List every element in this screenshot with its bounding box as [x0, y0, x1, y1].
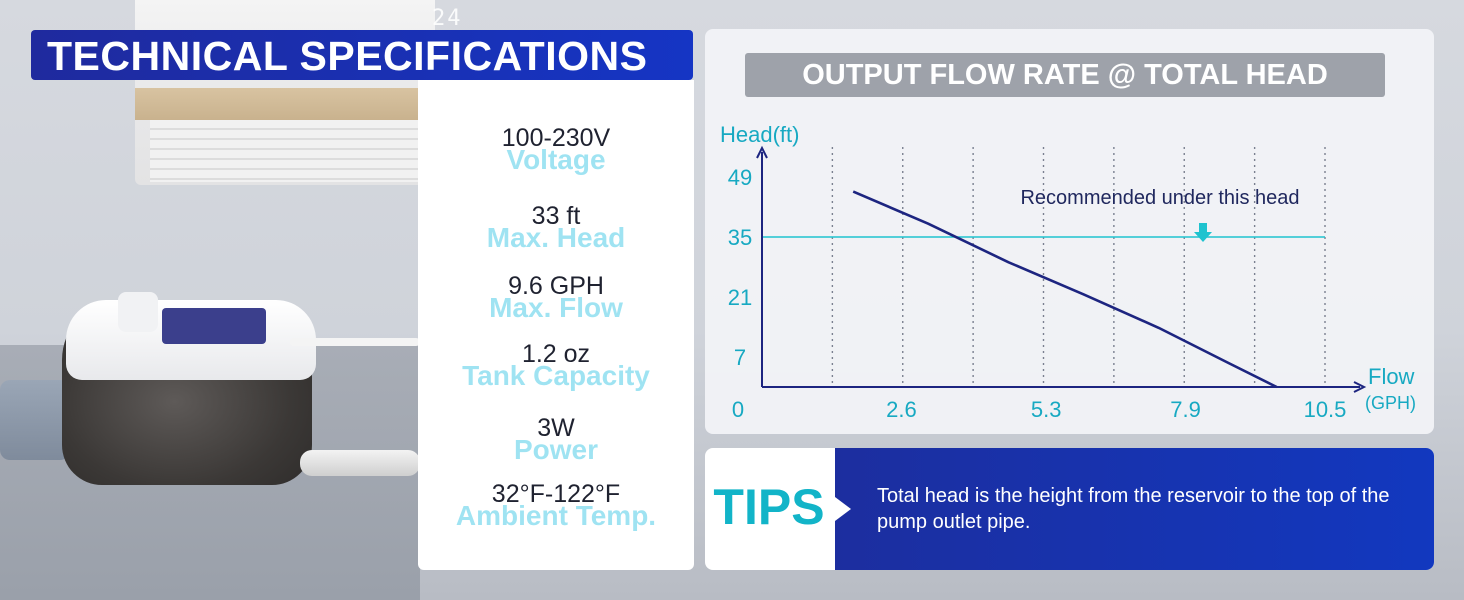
- y-tick-label: 35: [728, 225, 752, 250]
- pump-power-cord: [290, 338, 420, 346]
- tips-text-panel: [835, 448, 1434, 570]
- y-tick-label: 7: [734, 345, 746, 370]
- x-tick-label: 5.3: [1031, 397, 1062, 422]
- spec-value: 9.6 GPH: [508, 272, 604, 300]
- x-axis-label: Flow: [1368, 364, 1415, 389]
- y-tick-label: 21: [728, 285, 752, 310]
- y-axis-arrow-icon: [756, 145, 768, 159]
- spec-label: Max. Head: [486, 222, 626, 253]
- spec-row-max-head: Max. Head 33 ft: [418, 202, 694, 262]
- pump-cap-image: [118, 292, 158, 332]
- down-arrow-icon: [1194, 223, 1212, 242]
- spec-label: Tank Capacity: [462, 360, 650, 391]
- pump-caution-sticker: [162, 308, 266, 344]
- spec-value: 100-230V: [501, 124, 611, 152]
- spec-row-power: Power 3W: [418, 414, 694, 474]
- x-axis-unit: (GPH): [1365, 393, 1416, 413]
- tips-pointer-icon: [835, 497, 851, 521]
- spec-value: 3W: [537, 414, 575, 442]
- x-tick-label: 10.5: [1304, 397, 1347, 422]
- series-line: [852, 190, 1278, 389]
- x-tick-label: 7.9: [1170, 397, 1201, 422]
- air-conditioner-display: 24: [432, 6, 463, 31]
- y-tick-label: 49: [728, 165, 752, 190]
- spec-label: Voltage: [506, 144, 606, 175]
- y-axis-label: Head(ft): [720, 122, 799, 147]
- x-axis-arrow-icon: [1353, 381, 1367, 393]
- spec-row-max-flow: Max. Flow 9.6 GPH: [418, 272, 694, 332]
- spec-header-banner: TECHNICAL SPECIFICATIONS: [31, 30, 693, 80]
- spec-row-tank-capacity: Tank Capacity 1.2 oz: [418, 340, 694, 400]
- air-conditioner-vent: [150, 120, 420, 182]
- x-tick-label: 2.6: [886, 397, 917, 422]
- spec-label: Max. Flow: [489, 292, 623, 323]
- pump-inlet-hose: [0, 380, 70, 460]
- pump-outlet-tube: [300, 450, 420, 476]
- tips-heading: TIPS: [713, 479, 825, 535]
- spec-value: 32°F-122°F: [491, 480, 621, 508]
- spec-value: 33 ft: [531, 202, 581, 230]
- air-conditioner-trim: [135, 88, 435, 120]
- x-tick-label: 0: [732, 397, 744, 422]
- tips-text: Total head is the height from the reserv…: [877, 485, 1390, 533]
- spec-label: Power: [513, 434, 599, 465]
- spec-row-ambient-temp: Ambient Temp. 32°F-122°F: [418, 480, 694, 540]
- flow-rate-chart: Recommended under this head Head(ft) Flow (…: [720, 122, 1416, 422]
- reference-line-label: Recommended under this head: [1020, 187, 1299, 209]
- chart-title: OUTPUT FLOW RATE @ TOTAL HEAD: [802, 59, 1328, 91]
- page-title: TECHNICAL SPECIFICATIONS: [47, 33, 648, 79]
- spec-row-voltage: Voltage 100-230V: [418, 124, 694, 184]
- spec-value: 1.2 oz: [521, 340, 591, 368]
- spec-card: Voltage 100-230V Max. Head 33 ft Max. Fl…: [418, 80, 694, 570]
- spec-label: Ambient Temp.: [455, 500, 657, 531]
- chart-title-bar: OUTPUT FLOW RATE @ TOTAL HEAD: [745, 53, 1385, 97]
